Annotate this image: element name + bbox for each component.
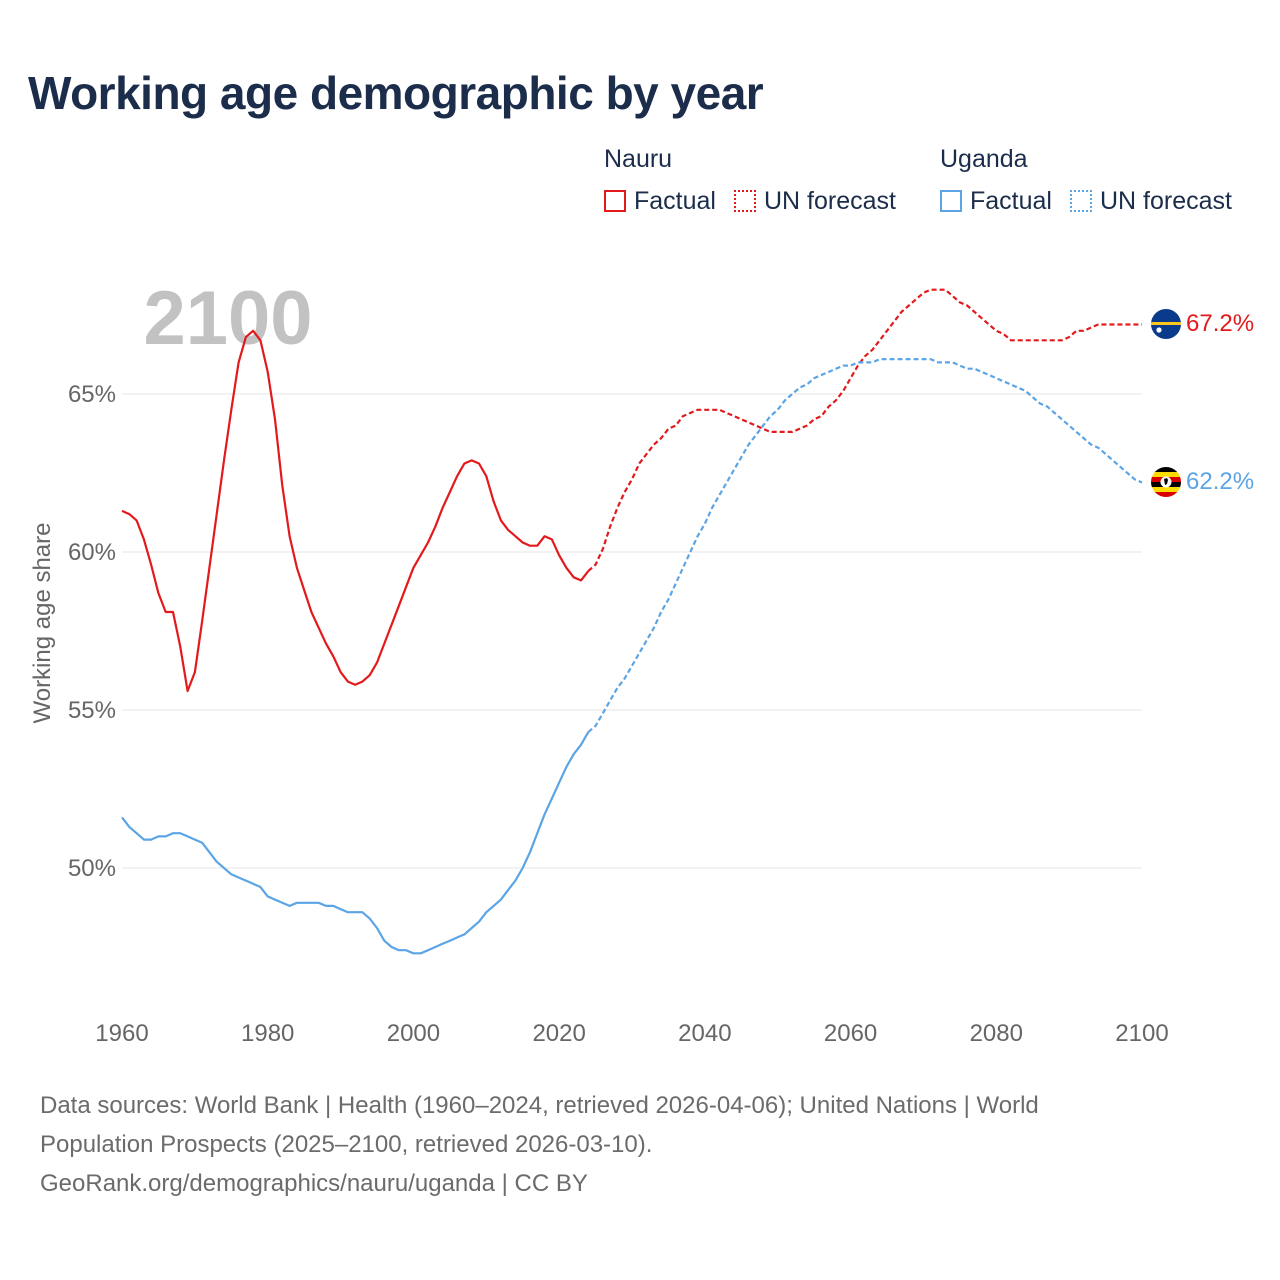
legend-group-nauru: Nauru Factual UN forecast [604,142,914,218]
y-axis-ticks: 50% 55% 60% 65% [68,381,116,882]
legend-label: Factual [634,187,716,215]
uganda-end-label: 62.2% [1186,468,1254,495]
legend-item-uganda-forecast[interactable]: UN forecast [1069,184,1232,218]
legend-label: UN forecast [763,187,896,215]
x-tick-label: 2060 [824,1020,877,1047]
x-tick-label: 2020 [532,1020,585,1047]
y-axis-title: Working age share [29,523,56,724]
x-tick-label: 2100 [1115,1020,1168,1047]
x-axis-ticks: 1960 1980 2000 2020 2040 2060 2080 2100 [95,1020,1168,1047]
year-watermark: 2100 [143,276,312,361]
x-tick-label: 2080 [970,1020,1023,1047]
x-tick-label: 2040 [678,1020,731,1047]
y-tick-label: 60% [68,539,116,566]
legend-swatch-solid [604,190,626,212]
y-tick-label: 50% [68,855,116,882]
legend-swatch-dotted [1069,190,1092,212]
grid-lines [122,393,1142,869]
legend-group-uganda: Uganda Factual UN forecast [940,142,1250,218]
legend-label: Factual [970,187,1052,215]
x-tick-label: 1980 [241,1020,294,1047]
series-lines [121,288,1143,955]
footer-line: GeoRank.org/demographics/nauru/uganda | … [40,1170,588,1197]
legend-label: UN forecast [1099,187,1232,215]
legend-item-nauru-factual[interactable]: Factual [604,184,716,218]
legend-group-name: Nauru [604,145,673,173]
legend-item-uganda-factual[interactable]: Factual [940,184,1052,218]
y-tick-label: 65% [68,381,116,408]
legend-swatch-dotted [733,190,756,212]
legend-swatch-solid [940,190,962,212]
uganda-factual-line [121,731,590,955]
footer-line: Data sources: World Bank | Health (1960–… [40,1092,1039,1119]
legend-group-name: Uganda [940,145,1028,173]
nauru-flag-icon [1151,309,1181,339]
footer-line: Population Prospects (2025–2100, retriev… [40,1131,653,1158]
uganda-forecast-line [587,358,1143,733]
line-chart: 2100 50% 55% 60% 65% 1960 1980 2000 2020 2040 20… [29,276,1254,1047]
x-tick-label: 2000 [387,1020,440,1047]
nauru-factual-line [121,329,590,693]
footer-sources: Data sources: World Bank | Health (1960–… [40,1086,1220,1203]
legend-item-nauru-forecast[interactable]: UN forecast [733,184,896,218]
chart-title: Working age demographic by year [28,67,764,119]
x-tick-label: 1960 [95,1020,148,1047]
nauru-forecast-line [587,288,1142,572]
uganda-flag-icon [1151,467,1181,497]
nauru-end-label: 67.2% [1186,310,1254,337]
y-tick-label: 55% [68,697,116,724]
